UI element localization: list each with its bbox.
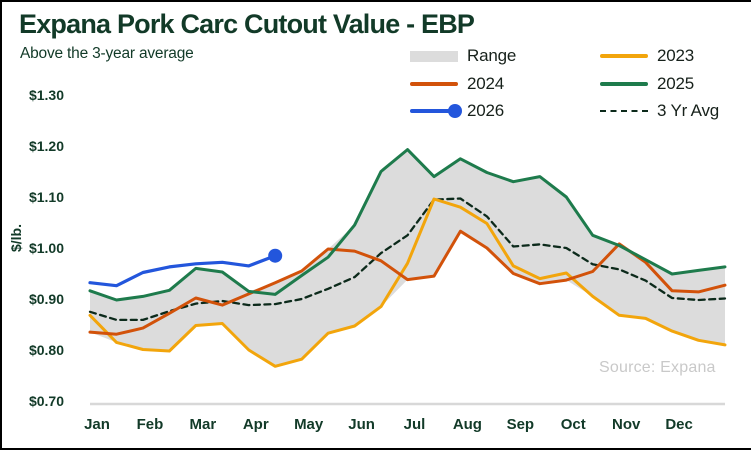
legend-label: 3 Yr Avg — [657, 101, 720, 120]
x-tick-label-jan: Jan — [84, 416, 110, 433]
x-tick-label-jul: Jul — [403, 416, 426, 433]
legend-line-with-dot-swatch-icon — [410, 104, 462, 118]
y-tick-label: $0.80 — [28, 342, 64, 358]
series-3yr-avg-line — [88, 197, 727, 322]
series-2026-line — [88, 254, 277, 288]
legend-line-swatch-icon — [600, 54, 648, 58]
y-tick-label: $1.00 — [28, 240, 64, 256]
x-tick-label-feb: Feb — [136, 416, 164, 433]
legend-item-2026: 2026 — [410, 101, 504, 121]
y-tick-label: $1.10 — [28, 189, 64, 205]
x-tick-label-apr: Apr — [242, 416, 269, 433]
x-tick-label-nov: Nov — [611, 416, 641, 433]
legend-label: Range — [467, 46, 517, 65]
x-tick-label-sep: Sep — [506, 416, 535, 433]
y-tick-label: $1.30 — [28, 87, 64, 103]
legend-item-3-yr-avg: 3 Yr Avg — [600, 101, 719, 121]
x-tick-label-aug: Aug — [452, 416, 482, 433]
x-tick-label-dec: Dec — [665, 416, 693, 433]
source-note: Source: Expana — [599, 359, 716, 376]
x-tick-label-may: May — [294, 416, 324, 433]
legend-dashed-line-swatch-icon — [600, 110, 648, 112]
y-tick-label: $1.20 — [28, 138, 64, 154]
legend-label: 2023 — [657, 46, 695, 65]
legend-item-range: Range — [410, 46, 516, 66]
legend-line-swatch-icon — [410, 82, 458, 86]
series-2026-end-dot — [268, 248, 283, 263]
series-2025-line — [88, 148, 727, 302]
legend-label: 2024 — [467, 74, 505, 93]
series-2023-line — [88, 197, 727, 368]
legend-item-2025: 2025 — [600, 74, 694, 94]
legend-label: 2025 — [657, 74, 695, 93]
y-tick-label: $0.70 — [28, 393, 64, 409]
legend-item-2023: 2023 — [600, 46, 694, 66]
x-tick-label-jun: Jun — [348, 416, 375, 433]
x-tick-label-mar: Mar — [189, 416, 217, 433]
x-tick-label-oct: Oct — [560, 416, 586, 433]
range-band — [90, 149, 725, 367]
legend-label: 2026 — [467, 101, 505, 120]
y-tick-label: $0.90 — [28, 291, 64, 307]
legend-range-band-swatch-icon — [410, 50, 458, 62]
legend-item-2024: 2024 — [410, 74, 504, 94]
legend-line-swatch-icon — [600, 82, 648, 86]
page-title: Expana Pork Carc Cutout Value - EBP — [19, 9, 475, 39]
chart-subtitle: Above the 3-year average — [20, 45, 194, 62]
